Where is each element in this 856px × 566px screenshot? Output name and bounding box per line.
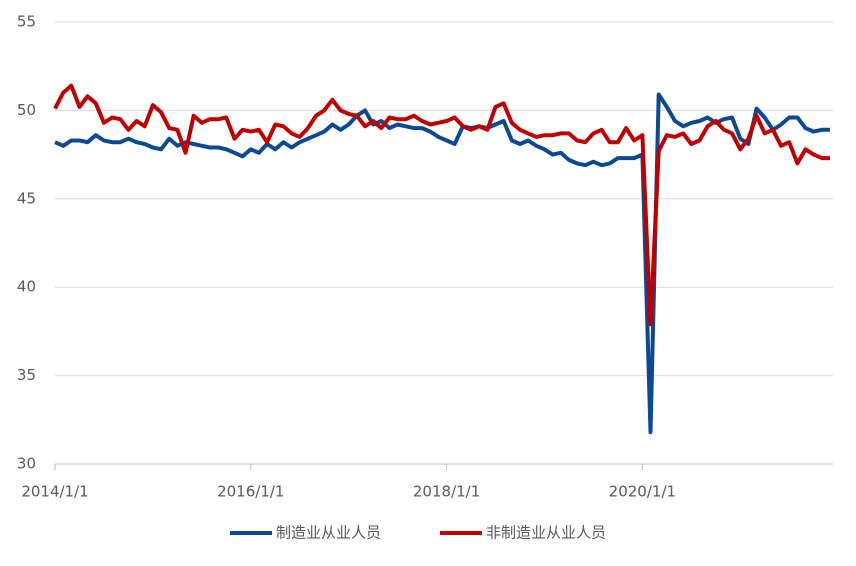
series-line xyxy=(53,83,830,327)
y-tick-label: 55 xyxy=(17,13,36,31)
legend-label: 制造业从业人员 xyxy=(276,524,381,542)
y-tick-label: 45 xyxy=(17,189,36,207)
x-tick-label: 2018/1/1 xyxy=(413,483,480,501)
x-tick-label: 2016/1/1 xyxy=(217,483,284,501)
series-line xyxy=(54,92,830,435)
x-tick-label: 2020/1/1 xyxy=(609,483,676,501)
y-tick-label: 35 xyxy=(17,366,36,384)
legend-label: 非制造业从业人员 xyxy=(486,524,606,542)
x-tick-label: 2014/1/1 xyxy=(21,483,88,501)
y-tick-label: 30 xyxy=(17,455,36,473)
y-tick-label: 50 xyxy=(17,101,36,119)
y-tick-label: 40 xyxy=(17,278,36,296)
